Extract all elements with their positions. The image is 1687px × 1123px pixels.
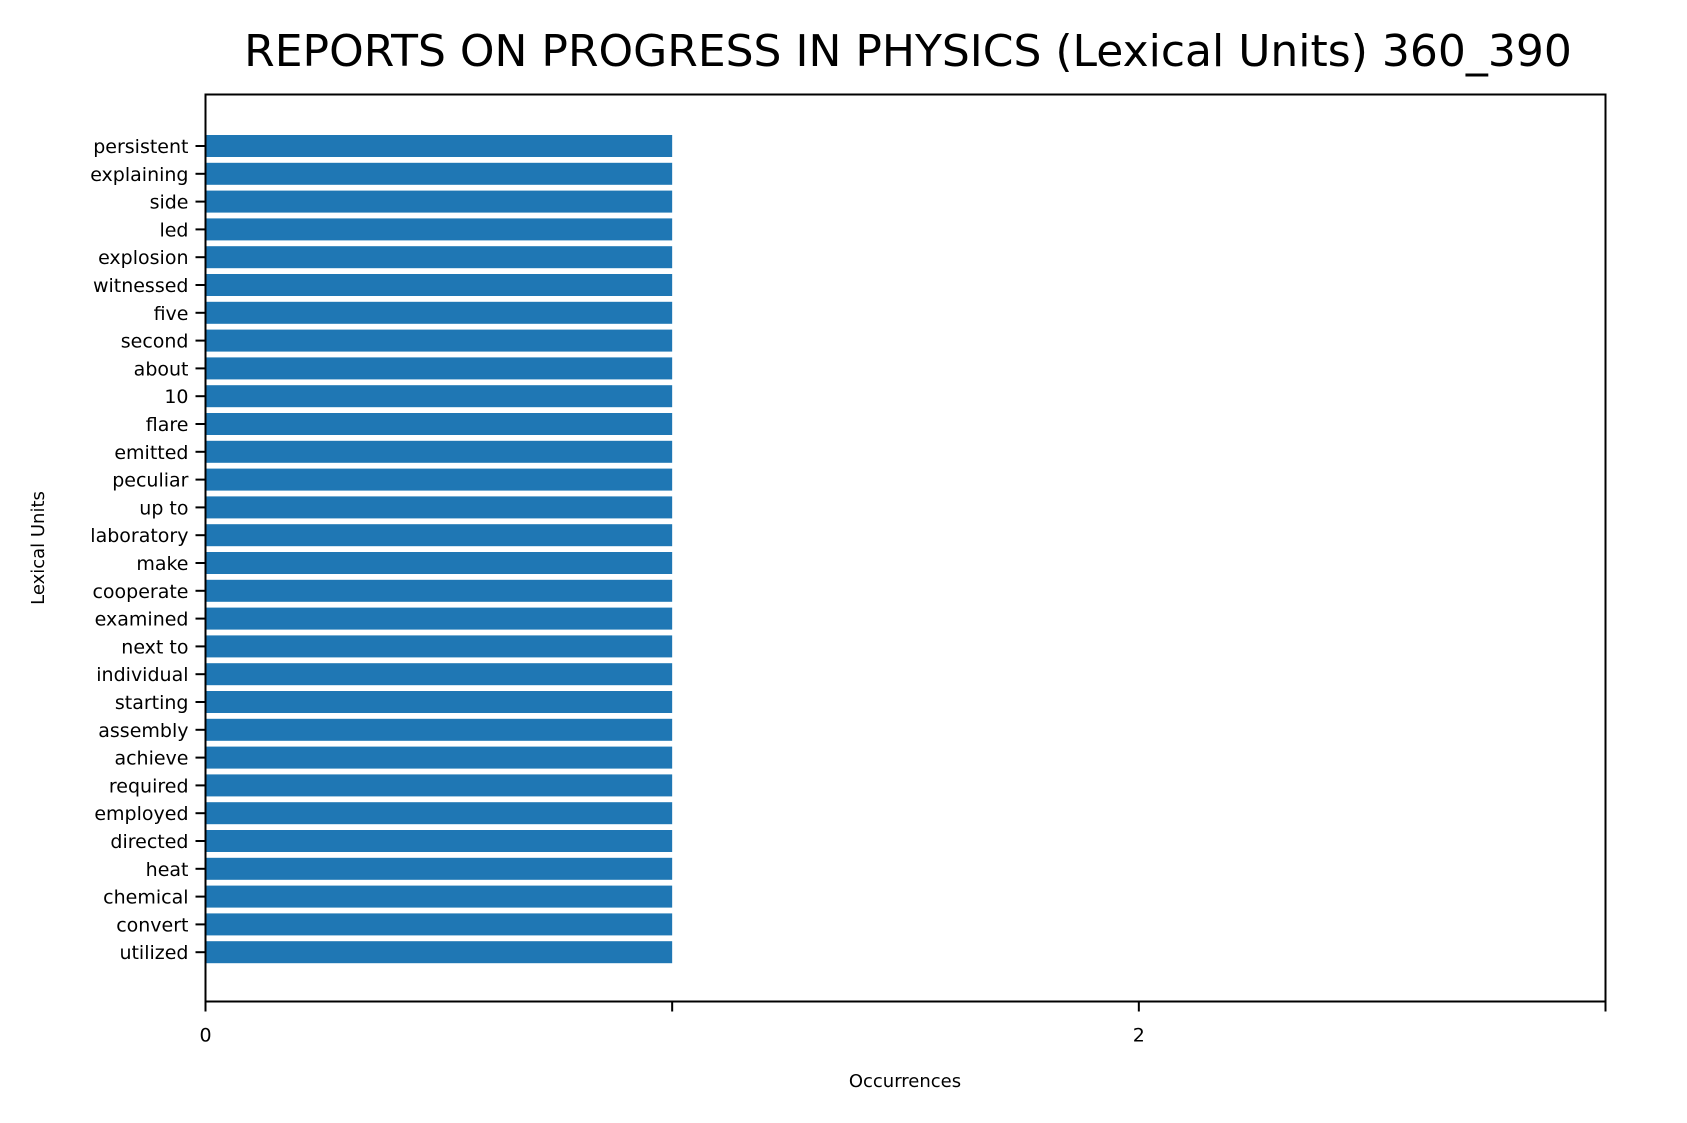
y-tick-label: second — [121, 331, 189, 353]
bar — [205, 718, 673, 741]
bar — [205, 552, 673, 574]
y-tick-label: flare — [146, 414, 189, 436]
y-axis-ticks: persistent explaining side led explosion witn… — [90, 136, 206, 964]
bar — [205, 246, 673, 269]
y-tick-label: cooperate — [92, 581, 188, 603]
y-tick-label: up to — [139, 497, 188, 519]
bar — [205, 885, 673, 908]
y-tick-label: directed — [110, 831, 188, 853]
bar — [205, 579, 673, 602]
y-tick-label: witnessed — [93, 275, 189, 297]
y-tick-label: assembly — [98, 720, 188, 742]
bar — [205, 774, 673, 797]
bar — [205, 190, 673, 213]
chart-title: REPORTS ON PROGRESS IN PHYSICS (Lexical … — [244, 26, 1572, 77]
y-tick-label: next to — [121, 636, 188, 658]
bar — [205, 135, 673, 157]
y-tick-label: about — [134, 358, 189, 380]
bar — [205, 830, 673, 852]
bar — [205, 357, 673, 380]
y-tick-label: chemical — [103, 887, 188, 909]
y-tick-label: side — [150, 192, 189, 214]
x-axis-label: Occurrences — [849, 1071, 961, 1092]
bar — [205, 607, 673, 630]
bar — [205, 162, 673, 185]
bar — [205, 440, 673, 463]
y-tick-label: convert — [116, 914, 188, 936]
y-tick-label: starting — [115, 692, 189, 714]
y-tick-label: emitted — [114, 442, 188, 464]
y-tick-label: utilized — [119, 942, 188, 964]
y-axis-label: Lexical Units — [28, 491, 49, 605]
bar — [205, 524, 673, 547]
bar — [205, 274, 673, 296]
bar — [205, 301, 673, 324]
bar — [205, 691, 673, 713]
y-tick-label: led — [159, 219, 188, 241]
x-tick-label: 0 — [199, 1025, 211, 1047]
bar — [205, 913, 673, 936]
y-tick-label: examined — [95, 609, 189, 631]
y-tick-label: required — [109, 775, 189, 797]
bar — [205, 468, 673, 491]
y-tick-label: individual — [96, 664, 188, 686]
bar — [205, 941, 673, 964]
bar — [205, 218, 673, 241]
y-tick-label: persistent — [93, 136, 188, 158]
y-tick-label: 10 — [164, 386, 188, 408]
y-tick-label: heat — [146, 859, 189, 881]
bar — [205, 746, 673, 769]
y-tick-label: make — [136, 553, 188, 575]
y-tick-label: peculiar — [112, 470, 188, 492]
bar — [205, 802, 673, 825]
bar — [205, 329, 673, 352]
bars-group — [205, 135, 673, 964]
y-tick-label: explosion — [98, 247, 188, 269]
bar — [205, 857, 673, 880]
bar — [205, 413, 673, 435]
bar — [205, 635, 673, 658]
y-tick-label: five — [154, 303, 189, 325]
bar — [205, 496, 673, 519]
y-tick-label: explaining — [90, 164, 188, 186]
bar — [205, 663, 673, 686]
y-tick-label: employed — [94, 803, 188, 825]
x-tick-label: 2 — [1133, 1025, 1145, 1047]
y-tick-label: achieve — [114, 748, 188, 770]
y-tick-label: laboratory — [90, 525, 188, 547]
plot-frame — [204, 93, 1607, 1003]
bar — [205, 385, 673, 408]
